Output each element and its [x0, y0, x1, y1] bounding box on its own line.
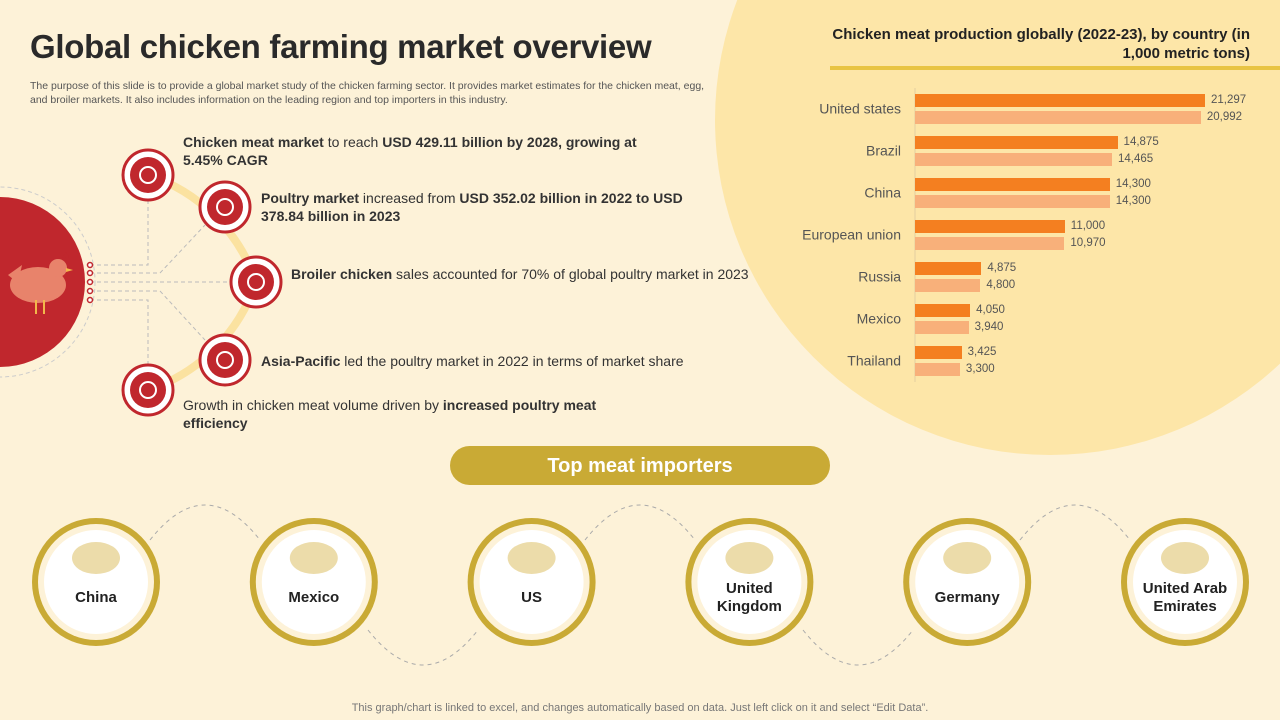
value-label: 3,425	[967, 346, 997, 358]
footer: This graph/chart is linked to excel, and…	[351, 702, 929, 714]
title: Global chicken farming market overview	[30, 28, 652, 65]
text-run: to reach	[323, 134, 383, 150]
text-run: increased poultry meat efficiency	[183, 397, 597, 431]
value-label: 14,465	[1117, 153, 1154, 165]
text-run: USD 352.02 billion in 2022 to USD 378.84…	[261, 190, 683, 224]
value-label: 4,875	[987, 262, 1017, 274]
value-label: 21,297	[1211, 94, 1247, 106]
country-label: Germany	[934, 589, 1000, 606]
country-label: China	[75, 589, 117, 606]
value-label: 4,050	[976, 304, 1005, 316]
bar	[915, 237, 1065, 250]
bar	[915, 136, 1118, 149]
category-label: China	[864, 184, 901, 201]
text-run: Asia-Pacific	[261, 353, 341, 369]
text-run: Chicken meat market	[183, 134, 324, 150]
key-point: Poultry market increased from USD 352.02…	[261, 189, 721, 225]
key-point: Growth in chicken meat volume driven by …	[183, 396, 643, 432]
category-label: European union	[802, 226, 901, 243]
value-label: 3,300	[965, 363, 995, 375]
section-title: Top meat importers	[450, 446, 830, 485]
category-label: United states	[819, 100, 901, 117]
value-label: 20,992	[1206, 111, 1243, 123]
bar	[915, 321, 969, 334]
country-label: United Kingdom	[716, 580, 782, 615]
value-label: 14,875	[1123, 136, 1159, 148]
key-point: Asia-Pacific led the poultry market in 2…	[261, 352, 721, 370]
text-run: Poultry market	[261, 190, 360, 206]
value-label: 4,800	[986, 279, 1016, 291]
bar	[915, 346, 962, 359]
chart-title: Chicken meat production globally (2022-2…	[832, 26, 1250, 62]
bar	[915, 178, 1110, 191]
value-label: 11,000	[1070, 220, 1106, 232]
text-run: increased from	[359, 190, 460, 206]
value-label: 14,300	[1115, 195, 1151, 207]
category-label: Russia	[858, 268, 901, 285]
text-run: sales accounted for 70% of global poultr…	[392, 266, 749, 282]
bar	[915, 262, 982, 275]
description: The purpose of this slide is to provide …	[30, 80, 705, 106]
bar	[915, 220, 1065, 233]
bar	[915, 304, 971, 317]
text-run: Growth in chicken meat volume driven by	[183, 397, 443, 413]
category-label: Brazil	[865, 142, 901, 159]
country-label: Mexico	[288, 589, 340, 606]
text-run: led the poultry market in 2022 in terms …	[340, 353, 684, 369]
text-run: USD 429.11 billion by 2028, growing at 5…	[183, 134, 637, 168]
bar	[915, 153, 1112, 166]
bar	[915, 94, 1205, 107]
bar	[915, 195, 1110, 208]
category-label: Mexico	[856, 310, 901, 327]
country-label: US	[521, 589, 543, 606]
bar	[915, 363, 960, 376]
category-label: Thailand	[847, 352, 901, 369]
value-label: 3,940	[974, 321, 1004, 333]
key-point: Broiler chicken sales accounted for 70% …	[291, 265, 751, 283]
country-label: United Arab Emirates	[1142, 580, 1228, 615]
value-label: 14,300	[1115, 178, 1151, 190]
key-point: Chicken meat market to reach USD 429.11 …	[183, 133, 643, 169]
bar	[915, 111, 1201, 124]
bar	[915, 279, 981, 292]
value-label: 10,970	[1070, 237, 1106, 249]
text-run: Broiler chicken	[291, 266, 393, 282]
